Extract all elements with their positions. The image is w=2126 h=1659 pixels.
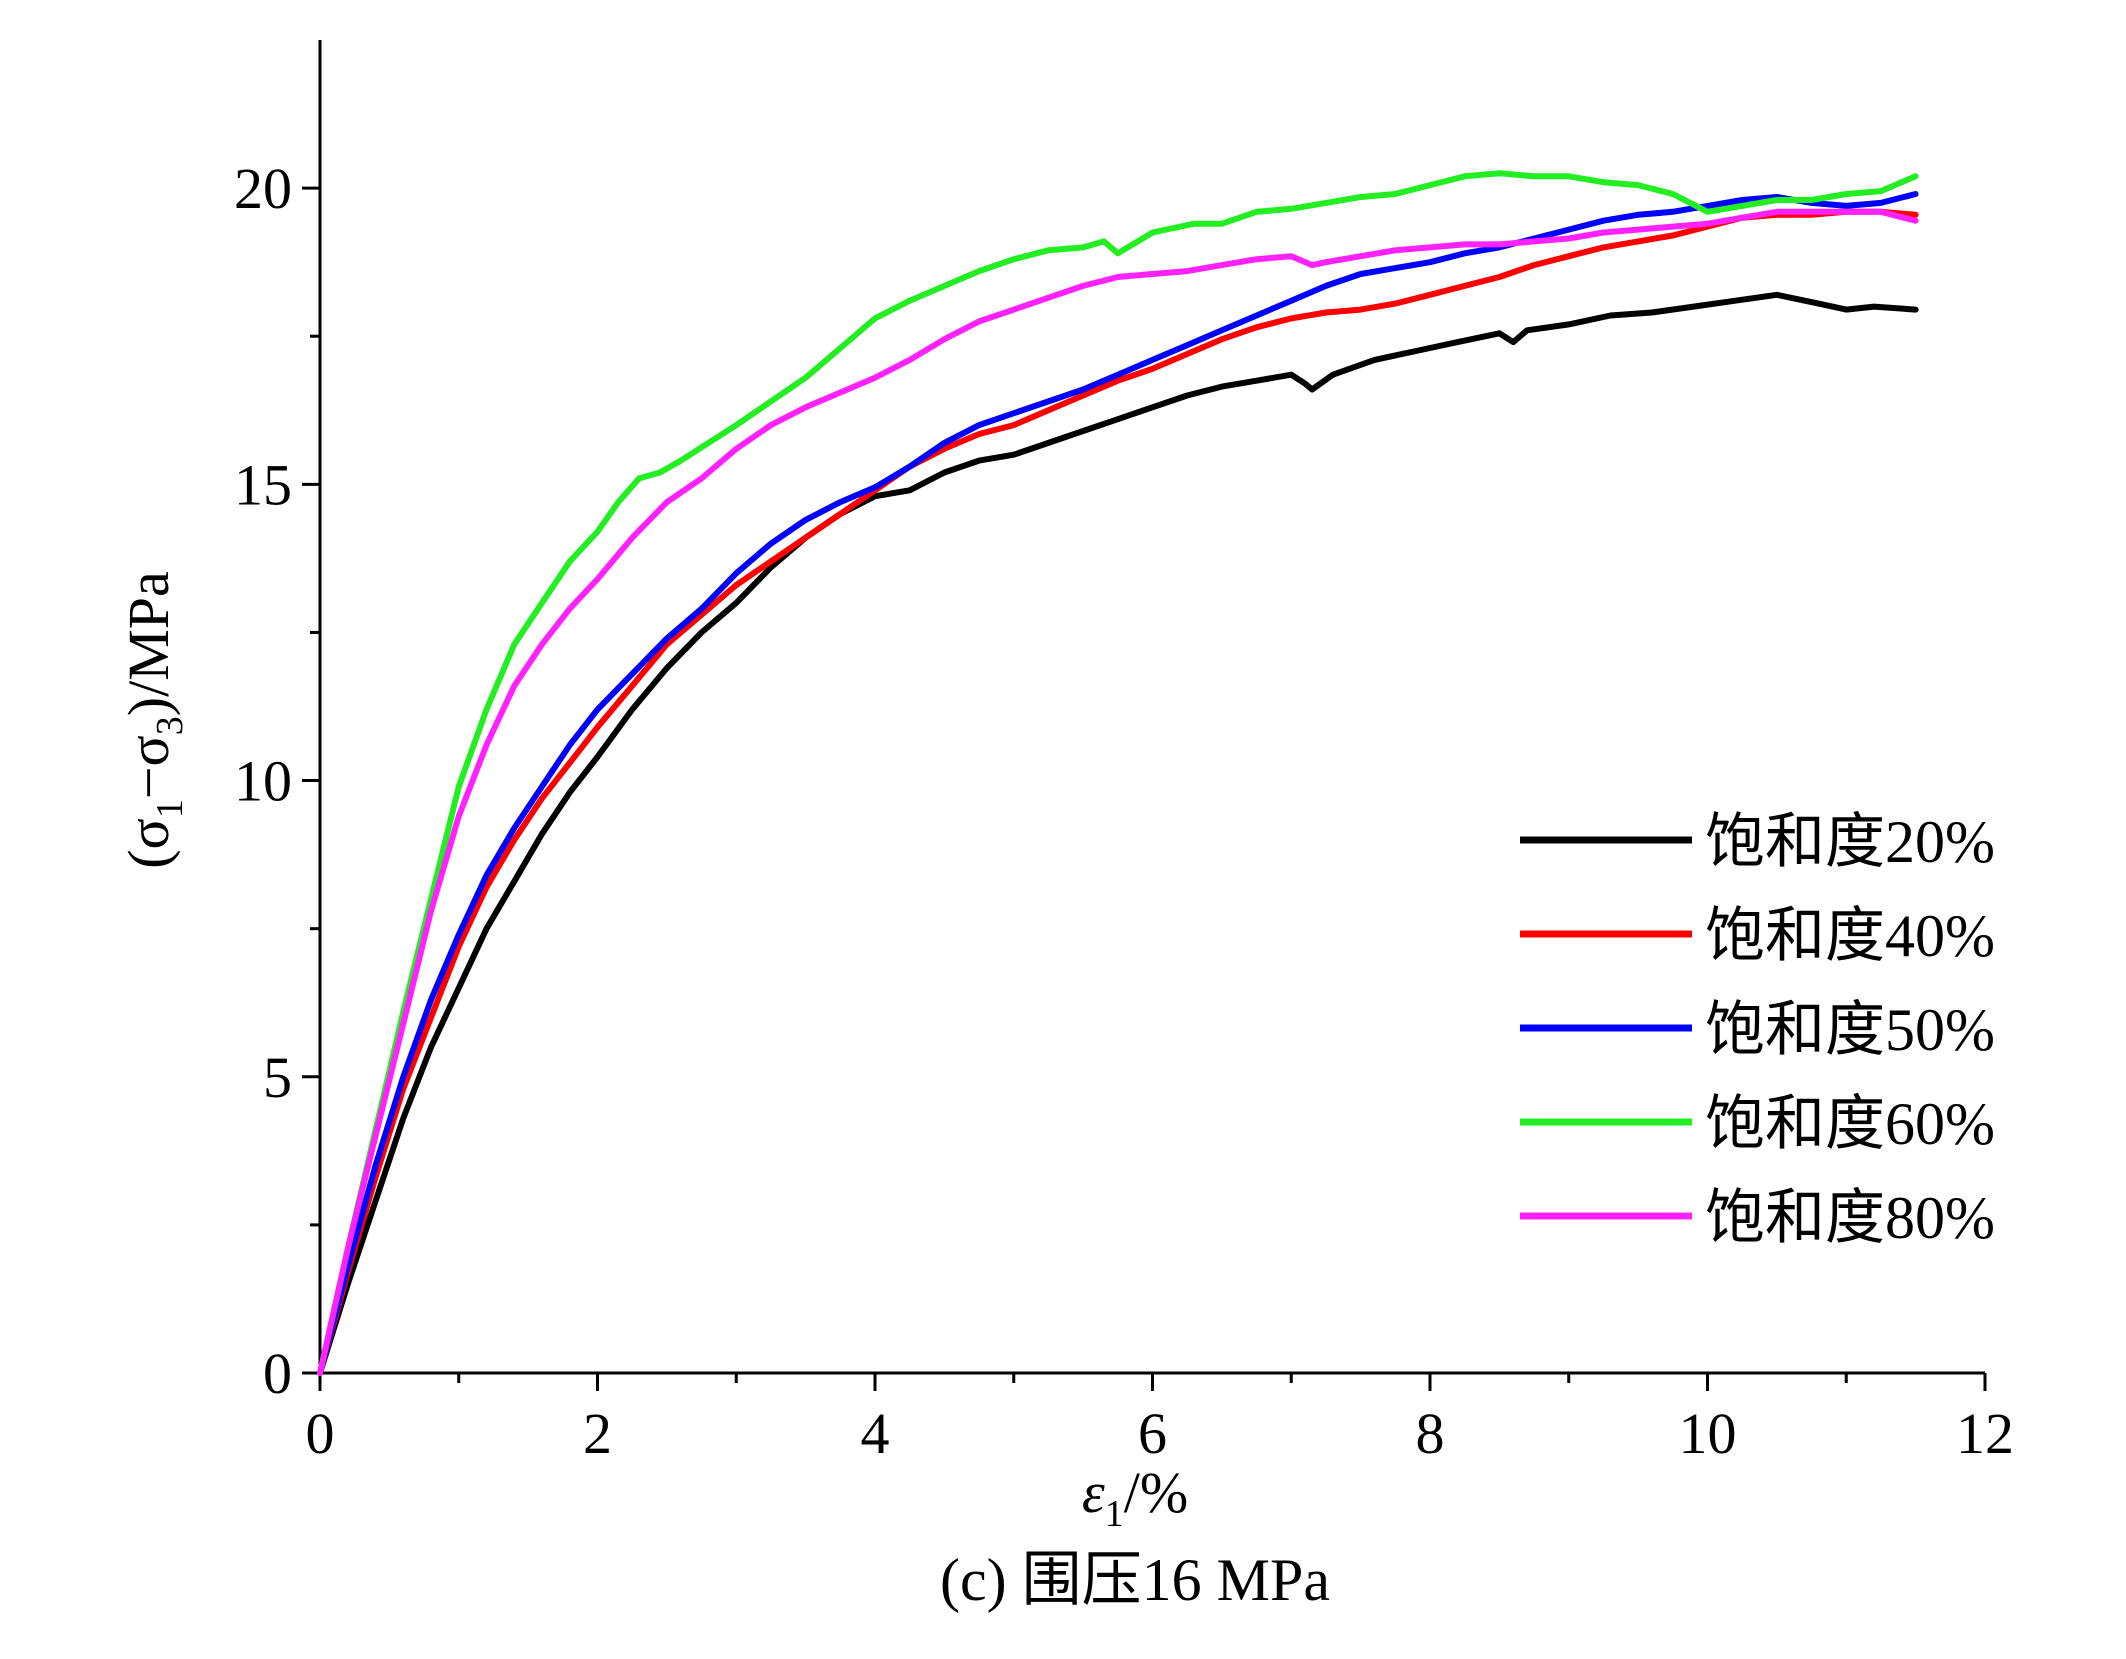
series-line-0 xyxy=(317,291,1919,1376)
x-title-sub: 1 xyxy=(1105,1493,1124,1535)
series-line-1 xyxy=(317,208,1919,1376)
x-tick-label: 2 xyxy=(583,1401,612,1466)
y-title-sub-3: 3 xyxy=(149,716,191,735)
x-title-symbol: ε xyxy=(1082,1460,1105,1525)
series-line-4 xyxy=(317,208,1919,1376)
series-line-3 xyxy=(317,170,1919,1376)
x-title-suffix: /% xyxy=(1124,1460,1188,1525)
y-tick-label: 15 xyxy=(234,452,292,517)
y-title-part-unit: )/MPa xyxy=(116,571,181,716)
y-title-part-open: (σ xyxy=(116,818,181,869)
legend-label-0: 饱和度20% xyxy=(1705,809,1995,875)
x-tick-label: 12 xyxy=(1956,1401,2014,1466)
legend: 饱和度20% 饱和度40% 饱和度50% 饱和度60% 饱和度80% xyxy=(1520,809,1995,1251)
y-tick-label: 10 xyxy=(234,749,292,814)
legend-label-2: 饱和度50% xyxy=(1705,997,1995,1063)
x-tick-label: 6 xyxy=(1138,1401,1167,1466)
ticks: 0 2 4 6 8 10 12 0 5 10 15 20 xyxy=(234,156,2014,1466)
y-tick-label: 5 xyxy=(263,1045,292,1110)
axes xyxy=(318,40,1985,1375)
x-axis-title: ε1/% xyxy=(1082,1460,1188,1535)
series-line-2 xyxy=(317,191,1919,1376)
x-tick-label: 4 xyxy=(861,1401,890,1466)
legend-label-1: 饱和度40% xyxy=(1705,903,1995,969)
y-title-sub-1: 1 xyxy=(149,799,191,818)
y-tick-label: 20 xyxy=(234,156,292,221)
y-axis-title: (σ1−σ3)/MPa xyxy=(116,571,191,869)
x-tick-label: 10 xyxy=(1679,1401,1737,1466)
y-title-part-minus: −σ xyxy=(116,735,181,799)
x-tick-label: 0 xyxy=(306,1401,335,1466)
legend-label-4: 饱和度80% xyxy=(1705,1185,1995,1251)
x-tick-label: 8 xyxy=(1416,1401,1445,1466)
series-lines xyxy=(317,170,1919,1376)
figure-caption: (c) 围压16 MPa xyxy=(940,1547,1330,1613)
legend-label-3: 饱和度60% xyxy=(1705,1091,1995,1157)
y-tick-label: 0 xyxy=(263,1341,292,1406)
